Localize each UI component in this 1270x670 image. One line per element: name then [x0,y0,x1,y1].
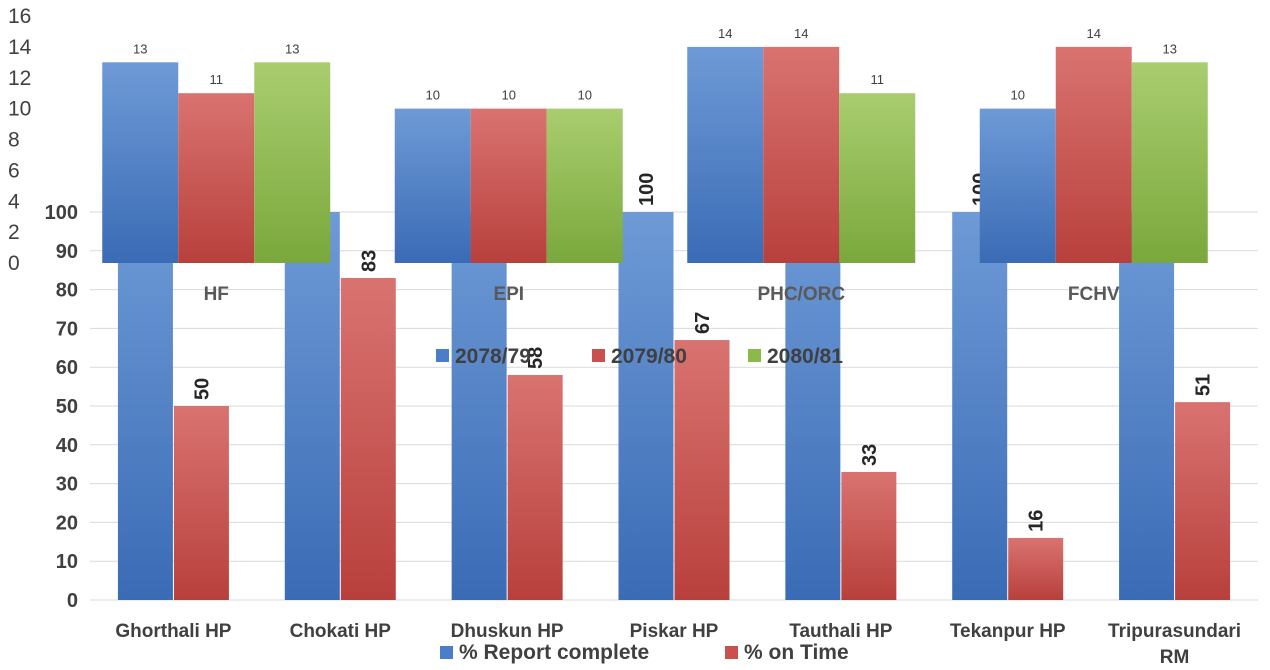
chart-overlay-service-sites: 0 2 4 6 8 10 12 14 16 13 11 13 HF 10 10 10 EPI 14 14 11 PHC/… [8,5,1208,368]
main-y-tick-label: 100 [45,202,78,224]
main-x-tick-label: Dhuskun HP [451,621,564,642]
overlay-legend-swatch [592,349,605,362]
overlay-y-tick-label: 12 [8,67,31,90]
on-time-bar [173,406,229,600]
main-data-label: 51 [1193,374,1215,396]
overlay-bar-2080-81 [546,108,623,263]
overlay-legend-label: 2080/81 [767,345,843,368]
overlay-legend-label: 2078/79 [455,345,531,368]
on-time-bar [1175,402,1231,600]
overlay-x-tick-label: HF [204,284,229,305]
main-data-label: 58 [525,347,547,369]
overlay-x-tick-label: FCHV [1068,284,1120,305]
overlay-bar-2078-79 [394,108,471,263]
overlay-y-tick-label: 8 [8,129,20,152]
main-y-tick-label: 10 [56,551,78,573]
report-complete-bar [1119,212,1175,600]
overlay-legend-label: 2079/80 [611,345,687,368]
overlay-y-tick-label: 0 [8,252,20,275]
main-y-tick-label: 50 [56,396,78,418]
overlay-data-label: 10 [502,88,516,103]
overlay-legend-swatch [748,349,761,362]
on-time-bar [841,471,897,600]
main-x-tick-label: Piskar HP [630,621,719,642]
on-time-bar [340,277,396,600]
overlay-data-label: 13 [285,41,299,56]
main-legend-label: % Report complete [459,641,649,664]
report-complete-bar [284,212,340,600]
overlay-data-label: 13 [1163,41,1177,56]
main-y-tick-label: 0 [67,590,78,612]
overlay-data-label: 10 [1011,88,1025,103]
main-data-label: 83 [358,250,380,272]
overlay-y-tick-label: 4 [8,190,20,213]
report-complete-bar [451,212,507,600]
overlay-data-label: 11 [210,72,224,87]
overlay-data-label: 13 [133,41,147,56]
main-y-tick-label: 60 [56,357,78,379]
overlay-y-tick-label: 10 [8,98,31,121]
report-complete-bar [117,212,173,600]
on-time-bar [674,340,730,600]
report-complete-bar [785,212,841,600]
overlay-bar-2078-79 [687,46,764,263]
report-complete-bar [952,212,1008,600]
main-data-label: 100 [636,173,658,206]
overlay-bar-2080-81 [839,93,916,263]
overlay-data-label: 14 [1087,26,1101,41]
main-legend-swatch [725,646,738,659]
report-complete-bar [618,212,674,600]
main-legend-swatch [440,646,453,659]
overlay-x-tick-label: PHC/ORC [757,284,845,305]
overlay-data-label: 14 [718,26,732,41]
on-time-bar [507,374,563,600]
main-y-tick-label: 40 [56,435,78,457]
overlay-bar-2079-80 [470,108,547,263]
main-x-tick-label: Tekanpur HP [950,621,1066,642]
main-y-tick-label: 30 [56,474,78,496]
main-x-tick-label: Tripurasundari RM [1108,621,1241,668]
overlay-x-tick-label: EPI [493,284,524,305]
main-x-tick-label: Chokati HP [290,621,392,642]
main-data-label: 33 [859,444,881,466]
on-time-bar [1008,537,1064,600]
main-y-tick-label: 90 [56,241,78,263]
overlay-bar-2078-79 [979,108,1056,263]
main-data-label: 16 [1026,510,1048,532]
overlay-data-label: 10 [578,88,592,103]
main-x-tick-label: Ghorthali HP [115,621,231,642]
overlay-y-tick-label: 14 [8,36,32,59]
overlay-y-tick-label: 6 [8,159,20,182]
overlay-bar-2078-79 [102,62,179,263]
overlay-data-label: 14 [794,26,808,41]
main-data-label: 50 [191,378,213,400]
overlay-bar-2080-81 [1131,62,1208,263]
main-legend-label: % on Time [744,641,849,664]
overlay-bar-2080-81 [254,62,331,263]
overlay-legend-swatch [436,349,449,362]
overlay-bar-2079-80 [763,46,840,263]
main-data-label: 67 [692,312,714,334]
main-y-tick-label: 70 [56,318,78,340]
overlay-data-label: 10 [426,88,440,103]
main-y-tick-label: 80 [56,280,78,302]
overlay-y-tick-label: 16 [8,5,31,28]
overlay-bar-2079-80 [1055,46,1132,263]
overlay-bar-2079-80 [178,93,255,263]
overlay-data-label: 11 [871,72,885,87]
main-x-tick-label: Tauthali HP [789,621,892,642]
main-y-tick-label: 20 [56,512,78,534]
overlay-y-tick-label: 2 [8,221,20,244]
